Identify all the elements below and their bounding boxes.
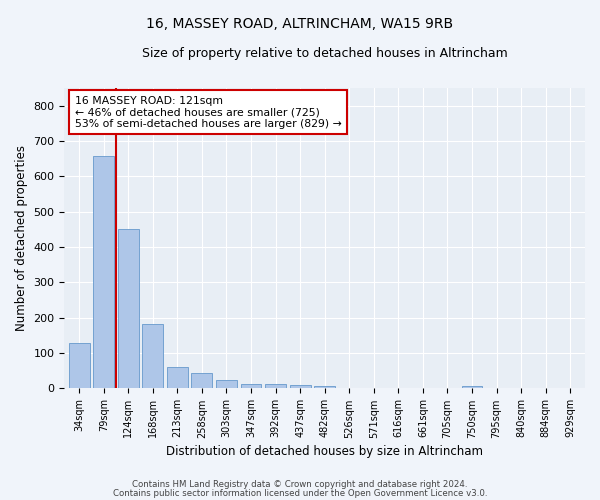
Bar [241, 384, 262, 388]
Bar [142, 324, 163, 388]
Y-axis label: Number of detached properties: Number of detached properties [15, 146, 28, 332]
Text: Contains public sector information licensed under the Open Government Licence v3: Contains public sector information licen… [113, 488, 487, 498]
Bar [191, 374, 212, 388]
Bar [167, 368, 188, 388]
Bar [93, 156, 114, 388]
Title: Size of property relative to detached houses in Altrincham: Size of property relative to detached ho… [142, 48, 508, 60]
Bar [314, 386, 335, 388]
Bar [69, 343, 89, 388]
Text: 16 MASSEY ROAD: 121sqm
← 46% of detached houses are smaller (725)
53% of semi-de: 16 MASSEY ROAD: 121sqm ← 46% of detached… [75, 96, 341, 129]
Bar [461, 386, 482, 388]
Text: Contains HM Land Registry data © Crown copyright and database right 2024.: Contains HM Land Registry data © Crown c… [132, 480, 468, 489]
Bar [290, 384, 311, 388]
Bar [265, 384, 286, 388]
Text: 16, MASSEY ROAD, ALTRINCHAM, WA15 9RB: 16, MASSEY ROAD, ALTRINCHAM, WA15 9RB [146, 18, 454, 32]
Bar [118, 228, 139, 388]
Bar [216, 380, 237, 388]
X-axis label: Distribution of detached houses by size in Altrincham: Distribution of detached houses by size … [166, 444, 483, 458]
